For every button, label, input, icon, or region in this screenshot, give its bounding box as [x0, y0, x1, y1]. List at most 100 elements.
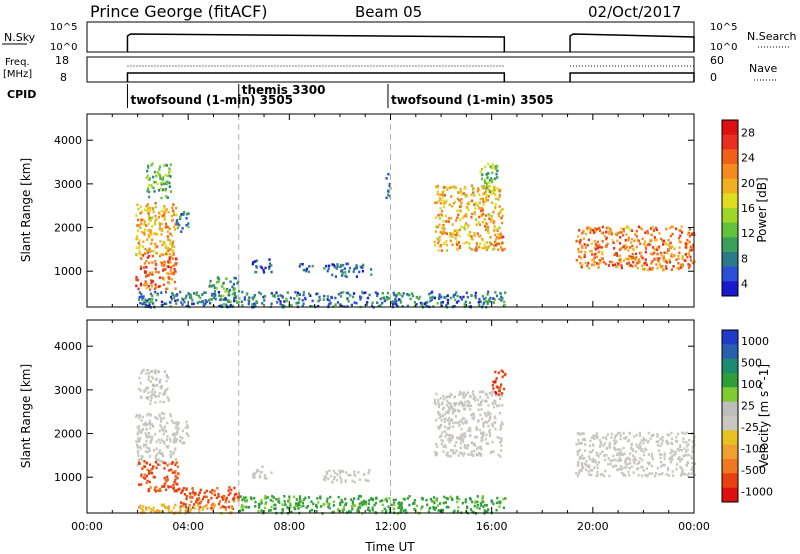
velocity-cell: [206, 507, 209, 510]
power-cell: [136, 278, 139, 282]
velocity-cell: [332, 510, 335, 514]
power-cell: [487, 245, 490, 248]
velocity-cell: [273, 507, 276, 510]
power-cell: [325, 264, 328, 268]
velocity-cell: [154, 368, 157, 372]
power-cell: [138, 295, 141, 299]
power-cell: [149, 288, 152, 291]
velocity-cell: [615, 453, 618, 457]
velocity-cell: [462, 404, 465, 408]
power-cell: [578, 255, 581, 258]
power-cell: [479, 242, 482, 245]
power-cell: [608, 230, 611, 233]
velocity-cell: [146, 386, 149, 390]
power-cell: [681, 264, 684, 268]
velocity-cell: [225, 496, 228, 500]
velocity-cell: [358, 494, 361, 498]
velocity-cell: [462, 395, 465, 399]
power-cell: [468, 246, 471, 250]
velocity-cell: [633, 456, 636, 460]
velocity-cell: [148, 447, 151, 450]
power-cell: [611, 264, 614, 267]
velocity-cell: [450, 497, 453, 501]
velocity-cell: [139, 381, 142, 385]
velocity-cell: [601, 473, 604, 476]
colorbar-swatch: [722, 387, 738, 403]
velocity-cell: [238, 509, 242, 513]
velocity-cell: [328, 469, 331, 472]
velocity-cell: [451, 407, 454, 410]
power-cell: [586, 264, 589, 267]
power-cell: [465, 241, 468, 244]
velocity-cell: [392, 498, 395, 502]
power-cell: [494, 203, 497, 206]
power-cell: [150, 183, 153, 187]
velocity-cell: [136, 443, 139, 447]
power-cell: [135, 237, 138, 241]
power-cell: [155, 174, 158, 177]
colorbar-swatch: [722, 444, 738, 460]
velocity-cell: [580, 469, 583, 473]
power-cell: [641, 264, 644, 268]
power-cell: [656, 246, 659, 249]
power-cell: [495, 227, 498, 231]
power-cell: [213, 290, 217, 293]
velocity-cell: [440, 402, 443, 406]
velocity-cell: [685, 453, 688, 457]
power-cell: [156, 252, 159, 255]
velocity-cell: [136, 451, 139, 454]
velocity-cell: [459, 446, 462, 450]
velocity-cell: [448, 439, 451, 442]
power-cell: [151, 185, 154, 189]
velocity-cell: [597, 455, 600, 458]
power-cell: [454, 200, 457, 204]
power-cell: [147, 273, 151, 277]
power-cell: [497, 214, 500, 217]
velocity-cell: [588, 473, 591, 477]
velocity-cell: [403, 498, 406, 501]
velocity-cell: [154, 490, 157, 493]
power-cell: [323, 267, 326, 270]
power-cell: [641, 267, 644, 271]
velocity-cell: [491, 425, 494, 428]
power-cell: [680, 263, 683, 267]
velocity-cell: [394, 498, 397, 502]
velocity-cell: [645, 474, 648, 478]
power-cell: [345, 262, 348, 266]
power-cell: [464, 227, 467, 231]
velocity-cell: [576, 463, 579, 466]
power-cell: [170, 234, 173, 237]
velocity-cell: [148, 421, 152, 425]
velocity-cell: [294, 507, 297, 511]
freq-trace: [126, 72, 695, 82]
velocity-cell: [579, 433, 582, 436]
power-cell: [149, 219, 153, 222]
power-cell: [499, 236, 502, 239]
power-cell: [146, 256, 149, 259]
velocity-cell: [641, 466, 644, 469]
ytick-label: 3000: [54, 384, 82, 397]
velocity-cell: [470, 451, 473, 454]
velocity-cell: [136, 463, 139, 467]
power-cell: [187, 292, 190, 295]
power-cell: [630, 241, 633, 244]
power-cell: [169, 239, 172, 242]
colorbar-tick-label: -25: [741, 421, 759, 434]
power-cell: [154, 283, 157, 286]
velocity-cell: [353, 473, 356, 476]
power-cell: [170, 278, 174, 281]
power-cell: [443, 193, 446, 197]
power-cell: [162, 240, 165, 244]
velocity-cell: [462, 437, 465, 441]
power-cell: [289, 296, 292, 300]
velocity-cell: [396, 506, 400, 510]
velocity-cell: [138, 416, 141, 420]
power-cell: [203, 291, 206, 295]
velocity-cell: [657, 449, 660, 452]
power-cell: [236, 282, 239, 285]
velocity-cell: [469, 427, 472, 431]
power-cell: [331, 273, 334, 277]
velocity-cell: [325, 470, 328, 474]
velocity-cell: [646, 440, 649, 444]
power-cell: [466, 202, 469, 205]
